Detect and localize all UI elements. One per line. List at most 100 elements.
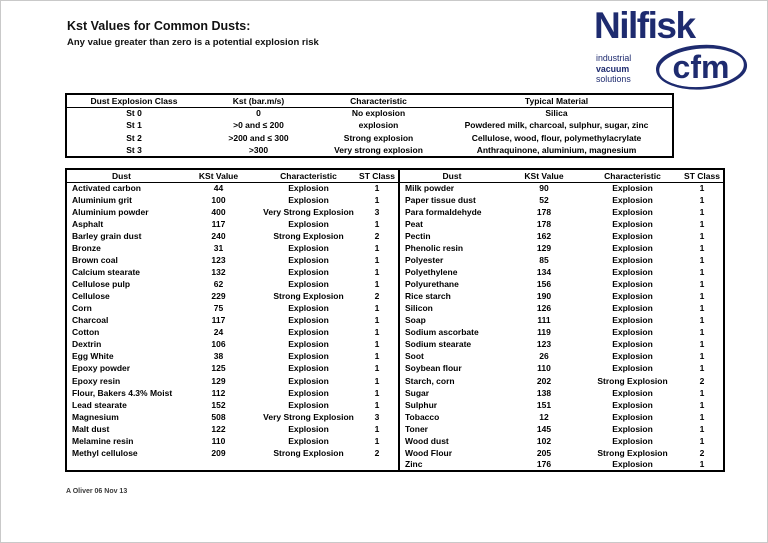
table-row: Dextrin 106 Explosion 1 Sodium stearate 123 Ex… [66,338,724,351]
tagline-line-industrial: industrial [596,53,632,63]
table-cell: 2 [356,230,400,243]
table-cell: 123 [211,255,226,266]
table-cell: 205 [536,447,552,458]
table-cell: Very Strong Explosion [263,411,354,422]
footer-note: A Oliver 06 Nov 13 [66,488,128,495]
table-cell: St 0 [126,108,142,119]
table-cell: 1 [356,422,400,435]
table-cell: 24 [213,327,224,338]
table-cell: 110 [211,435,226,446]
table-row: Cotton 24 Explosion 1 Sodium ascorbate 119 Exp… [66,326,724,339]
table-row: Barley grain dust 240 Strong Explosion 2 Pec… [66,230,724,243]
table-cell: Explosion [612,206,653,217]
table-cell: Explosion [612,327,653,338]
table-cell: explosion [358,120,399,131]
table-cell: 1 [699,303,705,314]
table-cell: 1 [699,327,705,338]
table-row: Aluminium powder 400 Very Strong Explosion… [66,206,724,219]
table-cell: 2 [699,375,705,386]
table-cell: 1 [356,182,400,195]
table-cell: 138 [536,387,552,398]
table-cell: Methyl cellulose [72,447,138,458]
table-cell [176,459,261,471]
table-cell: 31 [213,243,224,253]
header-cell: Dust [66,169,176,183]
table-cell: 126 [536,303,552,314]
table-cell: 1 [699,183,705,194]
table-cell: 1 [699,363,705,374]
table-row: Bronze 31 Explosion 1 Phenolic resin 129 Explo… [66,242,724,255]
table-cell: Malt dust [72,423,110,434]
table-cell: 132 [211,267,226,278]
table-cell: 123 [536,339,552,350]
table-cell: Rice starch [405,291,451,302]
table-cell: 2 [356,290,400,303]
table-cell: Soot [405,351,424,362]
table-cell: Explosion [288,315,329,326]
table-cell: Explosion [612,411,653,422]
table-cell: 44 [213,183,224,194]
table-cell: 1 [699,291,705,302]
table-cell: 38 [213,351,224,362]
table-cell: Explosion [288,363,329,374]
table-cell: Explosion [612,387,653,398]
table-cell: Explosion [612,339,653,350]
table-row: St 0 0 No explosion Silica [66,107,673,119]
table-cell: 1 [699,315,705,326]
table-cell: Cellulose [72,291,110,302]
tagline-line-solutions: solutions [596,74,631,84]
table-cell [261,459,356,471]
table-cell: 1 [356,350,400,363]
table-cell: 176 [536,459,552,470]
table-cell: Silica [545,108,568,119]
table-cell: >300 [248,144,269,155]
table-cell: 1 [699,206,705,217]
table-cell: Explosion [612,291,653,302]
table-cell: 1 [356,242,400,255]
table-cell: 117 [211,315,226,326]
table-cell: 62 [213,279,224,290]
table-row: Magnesium 508 Very Strong Explosion 3 Tobacc… [66,410,724,423]
table-cell: 152 [211,399,226,410]
table-cell: 1 [699,243,705,253]
table-cell: 1 [699,411,705,422]
table-cell: 1 [699,399,705,410]
table-cell: Explosion [612,423,653,434]
table-cell: 1 [699,255,705,266]
table-cell: 1 [699,218,705,229]
table-cell: Peat [405,218,423,229]
table-cell: 1 [699,387,705,398]
table-header-row: Dust Explosion Class Kst (bar.m/s) Chara… [66,94,673,108]
table-cell: Calcium stearate [72,267,141,278]
table-cell: Explosion [612,435,653,446]
table-row: Brown coal 123 Explosion 1 Polyester 85 Explos… [66,254,724,267]
table-cell: St 2 [126,132,142,143]
table-cell: Strong Explosion [273,447,344,458]
table-cell: Brown coal [72,255,118,266]
table-cell: Explosion [288,327,329,338]
table-cell: 26 [539,351,549,362]
table-cell: 400 [211,206,226,217]
header-cell: KSt Value [176,169,261,183]
table-cell: Activated carbon [72,183,141,194]
page-title: Kst Values for Common Dusts: [67,19,251,33]
table-cell: 209 [211,447,226,458]
table-cell: Strong Explosion [273,291,344,302]
table-cell: 125 [211,363,226,374]
table-cell: Flour, Bakers 4.3% Moist [72,387,173,398]
table-row: Malt dust 122 Explosion 1 Toner 145 Explosion 1 [66,422,724,435]
table-cell [356,459,400,472]
table-cell: Corn [72,303,92,314]
table-row: St 3 >300 Very strong explosion Anthraquino… [66,144,673,156]
table-cell: 111 [537,315,551,326]
table-cell: 1 [356,218,400,231]
table-cell: Explosion [288,218,329,229]
header-cell: Characteristic [316,94,441,108]
table-cell: Explosion [288,435,329,446]
header-cell: Dust Explosion Class [66,94,201,108]
table-cell: Strong Explosion [597,375,668,386]
table-cell: Phenolic resin [405,243,464,253]
table-cell: Explosion [288,423,329,434]
table-cell [66,459,176,471]
table-cell: No explosion [351,108,406,119]
